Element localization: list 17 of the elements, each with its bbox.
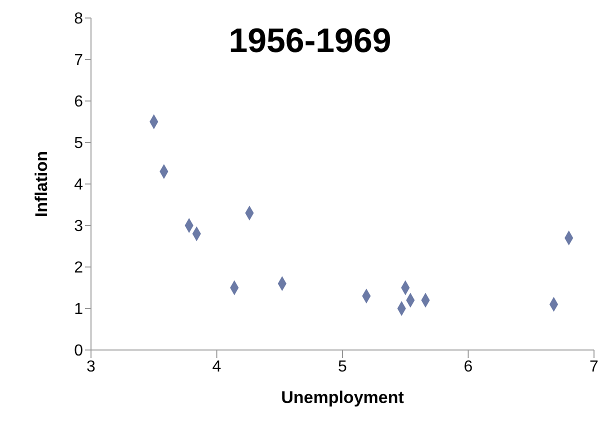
chart-title: 1956-1969 (228, 22, 392, 61)
x-tick-label: 3 (86, 358, 96, 376)
y-tick-label: 2 (74, 260, 84, 277)
y-axis-title: Inflation (32, 150, 52, 218)
y-tick-label: 3 (74, 218, 84, 236)
y-tick-label: 8 (74, 10, 84, 28)
x-tick-label: 5 (338, 358, 348, 376)
y-tick-label: 5 (74, 135, 84, 152)
y-tick-label: 7 (74, 52, 84, 70)
y-tick-label: 4 (74, 176, 84, 194)
y-tick-label: 6 (74, 94, 84, 111)
x-tick-label: 7 (590, 358, 599, 376)
y-tick-label: 1 (74, 301, 84, 318)
x-axis-title: Unemployment (281, 388, 404, 407)
y-tick-label: 0 (74, 342, 84, 360)
x-tick-label: 6 (464, 358, 473, 376)
x-tick-label: 4 (212, 358, 222, 376)
